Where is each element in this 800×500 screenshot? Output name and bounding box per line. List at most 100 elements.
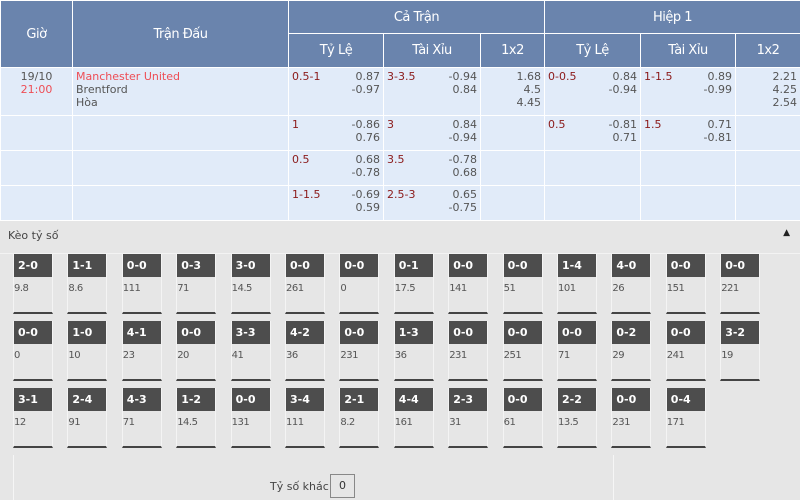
odds-away[interactable]: -0.99 bbox=[703, 83, 732, 96]
score-card[interactable]: 1-3 36 bbox=[393, 321, 434, 381]
odds-draw[interactable]: 4.25 bbox=[772, 83, 798, 96]
score-card[interactable]: 0-2 29 bbox=[611, 321, 652, 381]
ft-over-under[interactable]: 3 0.84 -0.94 bbox=[383, 115, 481, 151]
odds-home[interactable]: 0.65 bbox=[452, 188, 478, 201]
h1-over-under[interactable] bbox=[640, 150, 736, 186]
odds-away[interactable]: -0.94 bbox=[608, 83, 637, 96]
score-card[interactable]: 4-3 71 bbox=[121, 388, 162, 448]
score-card[interactable]: 0-0 131 bbox=[230, 388, 271, 448]
h1-over-under[interactable]: 1.5 0.71 -0.81 bbox=[640, 115, 736, 151]
score-card[interactable]: 2-3 31 bbox=[448, 388, 489, 448]
odds-home[interactable]: 2.21 bbox=[772, 70, 798, 83]
odds-home[interactable]: 0.84 bbox=[612, 70, 638, 83]
odds-home[interactable]: 0.89 bbox=[707, 70, 733, 83]
away-team[interactable]: Brentford bbox=[76, 83, 128, 96]
score-card[interactable]: 0-0 71 bbox=[557, 321, 597, 381]
h1-handicap[interactable]: 0.5 -0.81 0.71 bbox=[544, 115, 641, 151]
score-card[interactable]: 0-4 171 bbox=[665, 388, 706, 448]
odds-home[interactable]: 0.71 bbox=[707, 118, 733, 131]
odds-home[interactable]: 0.84 bbox=[452, 118, 478, 131]
odds-away[interactable]: 0.68 bbox=[452, 166, 478, 179]
odds-home[interactable]: 1.68 bbox=[516, 70, 542, 83]
odds-away[interactable]: 0.71 bbox=[612, 131, 638, 144]
ft-over-under[interactable]: 3-3.5 -0.94 0.84 bbox=[383, 67, 481, 116]
score-card[interactable]: 0-0 251 bbox=[502, 321, 543, 381]
odds-away[interactable]: 4.45 bbox=[516, 96, 542, 109]
odds-away[interactable]: 0.59 bbox=[355, 201, 381, 214]
h1-1x2[interactable] bbox=[734, 115, 800, 151]
score-card[interactable]: 0-0 20 bbox=[176, 321, 217, 381]
odds-home[interactable]: -0.69 bbox=[351, 188, 380, 201]
other-score-value[interactable]: 0 bbox=[330, 474, 355, 498]
ft-1x2[interactable] bbox=[480, 185, 545, 221]
score-card[interactable]: 1-0 10 bbox=[67, 321, 108, 381]
h1-1x2[interactable] bbox=[734, 150, 800, 186]
score-card[interactable]: 4-1 23 bbox=[121, 321, 162, 381]
score-card[interactable]: 0-0 231 bbox=[339, 321, 380, 381]
score-card[interactable]: 0-0 231 bbox=[448, 321, 489, 381]
odds-away[interactable]: -0.94 bbox=[448, 131, 477, 144]
score-card[interactable]: 0-0 0 bbox=[339, 254, 380, 314]
home-team[interactable]: Manchester United bbox=[76, 70, 180, 83]
ft-1x2[interactable]: 1.68 4.5 4.45 bbox=[480, 67, 545, 116]
triangle-up-icon[interactable]: ▲ bbox=[783, 228, 790, 238]
score-card[interactable]: 0-1 17.5 bbox=[393, 254, 434, 314]
score-card[interactable]: 3-0 14.5 bbox=[230, 254, 271, 314]
ft-1x2[interactable] bbox=[480, 115, 545, 151]
score-card[interactable]: 0-0 61 bbox=[502, 388, 543, 448]
score-card[interactable]: 4-4 161 bbox=[393, 388, 434, 448]
ft-over-under[interactable]: 2.5-3 0.65 -0.75 bbox=[383, 185, 481, 221]
score-card[interactable]: 0-0 51 bbox=[502, 254, 543, 314]
score-card[interactable]: 3-3 41 bbox=[230, 321, 271, 381]
ft-handicap[interactable]: 0.5 0.68 -0.78 bbox=[288, 150, 384, 186]
score-card[interactable]: 3-1 12 bbox=[13, 388, 53, 448]
h1-over-under[interactable]: 1-1.5 0.89 -0.99 bbox=[640, 67, 736, 116]
score-card[interactable]: 1-2 14.5 bbox=[176, 388, 217, 448]
odds-away[interactable]: 0.84 bbox=[452, 83, 478, 96]
odds-home[interactable]: -0.81 bbox=[608, 118, 637, 131]
score-label: 1-1 bbox=[68, 254, 107, 277]
score-card[interactable]: 2-1 8.2 bbox=[339, 388, 380, 448]
score-card[interactable]: 2-0 9.8 bbox=[13, 254, 53, 314]
score-card[interactable]: 0-0 0 bbox=[13, 321, 53, 381]
score-card[interactable]: 0-0 151 bbox=[665, 254, 706, 314]
h1-handicap[interactable] bbox=[544, 150, 641, 186]
odds-draw[interactable]: 4.5 bbox=[523, 83, 542, 96]
score-card[interactable]: 3-2 19 bbox=[720, 321, 761, 381]
score-card[interactable]: 0-0 221 bbox=[720, 254, 761, 314]
ft-handicap[interactable]: 1-1.5 -0.69 0.59 bbox=[288, 185, 384, 221]
odds-away[interactable]: -0.97 bbox=[351, 83, 380, 96]
odds-home[interactable]: -0.78 bbox=[448, 153, 477, 166]
h1-over-under[interactable] bbox=[640, 185, 736, 221]
ft-1x2[interactable] bbox=[480, 150, 545, 186]
score-card[interactable]: 1-1 8.6 bbox=[67, 254, 108, 314]
odds-away[interactable]: -0.81 bbox=[703, 131, 732, 144]
score-card[interactable]: 1-4 101 bbox=[557, 254, 597, 314]
score-card[interactable]: 0-0 241 bbox=[665, 321, 706, 381]
score-card[interactable]: 0-0 141 bbox=[448, 254, 489, 314]
score-card[interactable]: 0-0 231 bbox=[611, 388, 652, 448]
score-card[interactable]: 0-0 111 bbox=[121, 254, 162, 314]
score-card[interactable]: 2-2 13.5 bbox=[557, 388, 597, 448]
ft-handicap[interactable]: 1 -0.86 0.76 bbox=[288, 115, 384, 151]
score-card[interactable]: 4-2 36 bbox=[285, 321, 325, 381]
odds-home[interactable]: -0.86 bbox=[351, 118, 380, 131]
odds-away[interactable]: -0.78 bbox=[351, 166, 380, 179]
ft-handicap[interactable]: 0.5-1 0.87 -0.97 bbox=[288, 67, 384, 116]
h1-handicap[interactable]: 0-0.5 0.84 -0.94 bbox=[544, 67, 641, 116]
odds-home[interactable]: 0.68 bbox=[355, 153, 381, 166]
odds-home[interactable]: -0.94 bbox=[448, 70, 477, 83]
ft-over-under[interactable]: 3.5 -0.78 0.68 bbox=[383, 150, 481, 186]
h1-handicap[interactable] bbox=[544, 185, 641, 221]
odds-away[interactable]: 2.54 bbox=[772, 96, 798, 109]
odds-home[interactable]: 0.87 bbox=[355, 70, 381, 83]
h1-1x2[interactable]: 2.21 4.25 2.54 bbox=[734, 67, 800, 116]
h1-1x2[interactable] bbox=[734, 185, 800, 221]
odds-away[interactable]: 0.76 bbox=[355, 131, 381, 144]
score-card[interactable]: 3-4 111 bbox=[285, 388, 325, 448]
score-card[interactable]: 4-0 26 bbox=[611, 254, 652, 314]
score-card[interactable]: 2-4 91 bbox=[67, 388, 108, 448]
odds-away[interactable]: -0.75 bbox=[448, 201, 477, 214]
score-card[interactable]: 0-0 261 bbox=[285, 254, 325, 314]
score-card[interactable]: 0-3 71 bbox=[176, 254, 217, 314]
